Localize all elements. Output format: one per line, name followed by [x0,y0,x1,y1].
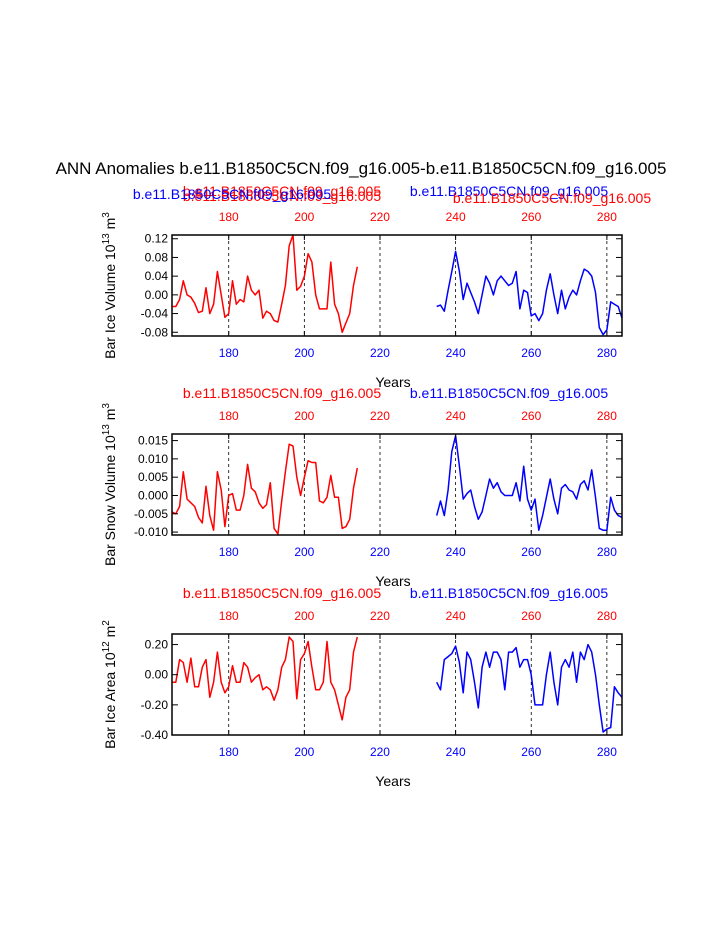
x-tick-label-top-2-2: 220 [370,609,390,623]
y-axis-title-2: Bar Ice Area 1012 m2 [101,620,118,749]
y-tick-label-1-5: -0.010 [134,525,168,539]
plot-frame-1 [171,433,623,536]
x-tick-label-bottom-0-1: 200 [294,346,314,360]
legend-title-0-2: b.e11.B1850C5CN.f09_g16.005 [133,186,331,202]
figure-title: ANN Anomalies b.e11.B1850C5CN.f09_g16.00… [56,159,667,178]
x-tick-label-bottom-1-1: 200 [294,545,314,559]
y-tick-label-2-3: -0.40 [141,728,169,742]
series-line-2-0 [172,636,359,721]
x-tick-label-top-2-5: 280 [597,609,617,623]
x-tick-label-bottom-2-5: 280 [597,745,617,759]
x-tick-label-bottom-1-4: 260 [521,545,541,559]
x-tick-label-bottom-0-4: 260 [521,346,541,360]
y-tick-label-0-2: 0.04 [145,269,169,283]
y-tick-label-1-3: 0.000 [138,488,168,502]
x-tick-label-bottom-2-1: 200 [294,745,314,759]
x-tick-label-bottom-2-2: 220 [370,745,390,759]
x-tick-label-top-1-4: 260 [521,409,541,423]
y-tick-label-2-2: -0.20 [141,698,169,712]
series-line-0-1 [436,250,623,336]
y-axis-title-part-2-1: 12 [101,641,112,653]
y-axis-title-part-1-1: 13 [101,424,112,436]
x-tick-label-bottom-0-3: 240 [446,346,466,360]
plot-frame-0 [171,234,623,337]
x-tick-label-bottom-0-0: 180 [219,346,239,360]
x-tick-label-top-2-4: 260 [521,609,541,623]
y-tick-label-0-4: -0.04 [141,307,169,321]
x-tick-label-top-1-2: 220 [370,409,390,423]
x-tick-label-bottom-1-0: 180 [219,545,239,559]
y-axis-title-part-0-3: 3 [101,212,112,218]
x-tick-label-top-1-3: 240 [446,409,466,423]
y-tick-label-0-5: -0.08 [141,325,169,339]
legend-title-1-0: b.e11.B1850C5CN.f09_g16.005 [183,385,381,401]
y-axis-title-part-0-2: m [102,218,118,234]
y-axis-title-1: Bar Snow Volume 1013 m3 [101,403,118,566]
x-tick-label-bottom-2-4: 260 [521,745,541,759]
x-tick-label-top-0-2: 220 [370,210,390,224]
y-axis-title-part-1-3: 3 [101,403,112,409]
series-line-0-0 [172,234,359,334]
legend-title-2-0: b.e11.B1850C5CN.f09_g16.005 [183,585,381,601]
y-axis-title-part-2-3: 2 [101,620,112,626]
x-axis-title-1: Years [375,573,410,589]
x-tick-label-top-1-1: 200 [294,409,314,423]
x-tick-label-top-1-0: 180 [219,409,239,423]
y-tick-label-0-1: 0.08 [145,250,169,264]
series-line-2-1 [436,643,623,733]
x-axis-title-0: Years [375,374,410,390]
x-tick-label-bottom-1-3: 240 [446,545,466,559]
x-tick-label-bottom-2-3: 240 [446,745,466,759]
y-axis-title-part-2-2: m [102,626,118,642]
series-line-1-0 [171,443,359,535]
x-tick-label-top-0-1: 200 [294,210,314,224]
x-tick-label-bottom-0-5: 280 [597,346,617,360]
y-tick-label-0-0: 0.12 [145,232,169,246]
y-axis-title-part-0-0: Bar Ice Volume 10 [102,244,118,359]
series-line-1-1 [435,435,623,531]
legend-title-1-1: b.e11.B1850C5CN.f09_g16.005 [410,385,608,401]
x-tick-label-bottom-1-5: 280 [597,545,617,559]
x-tick-label-bottom-2-0: 180 [219,745,239,759]
x-tick-label-top-1-5: 280 [597,409,617,423]
y-tick-label-0-3: 0.00 [145,288,169,302]
legend-title-2-1: b.e11.B1850C5CN.f09_g16.005 [410,585,608,601]
x-tick-label-top-0-3: 240 [446,210,466,224]
x-tick-label-top-2-1: 200 [294,609,314,623]
y-tick-label-1-0: 0.015 [138,434,168,448]
y-tick-label-1-1: 0.010 [138,452,168,466]
plot-frame-2 [171,633,623,736]
x-tick-label-top-2-3: 240 [446,609,466,623]
y-axis-title-part-1-0: Bar Snow Volume 10 [102,435,118,566]
legend-title-0-0: b.e11.B1850C5CN.f09_g16.005 [183,183,381,199]
x-axis-title-2: Years [375,773,410,789]
legend-title-0-1: b.e11.B1850C5CN.f09_g16.005 [183,188,381,204]
y-tick-label-1-2: 0.005 [138,470,168,484]
x-tick-label-top-2-0: 180 [219,609,239,623]
y-axis-title-part-0-1: 13 [101,233,112,245]
legend-title-extra-blue-0: b.e11.B1850C5CN.f09_g16.005 [410,183,608,199]
y-tick-label-1-4: -0.005 [134,507,168,521]
x-tick-label-top-0-0: 180 [219,210,239,224]
legend-title-extra-red-0: b.e11.B1850C5CN.f09_g16.005 [453,190,651,206]
y-tick-label-2-1: 0.00 [145,668,169,682]
x-tick-label-top-0-4: 260 [521,210,541,224]
x-tick-label-bottom-0-2: 220 [370,346,390,360]
y-axis-title-part-1-2: m [102,409,118,425]
y-axis-title-part-2-0: Bar Ice Area 10 [102,652,118,749]
x-tick-label-bottom-1-2: 220 [370,545,390,559]
x-tick-label-top-0-5: 280 [597,210,617,224]
y-axis-title-0: Bar Ice Volume 1013 m3 [101,212,118,359]
y-tick-label-2-0: 0.20 [145,638,169,652]
